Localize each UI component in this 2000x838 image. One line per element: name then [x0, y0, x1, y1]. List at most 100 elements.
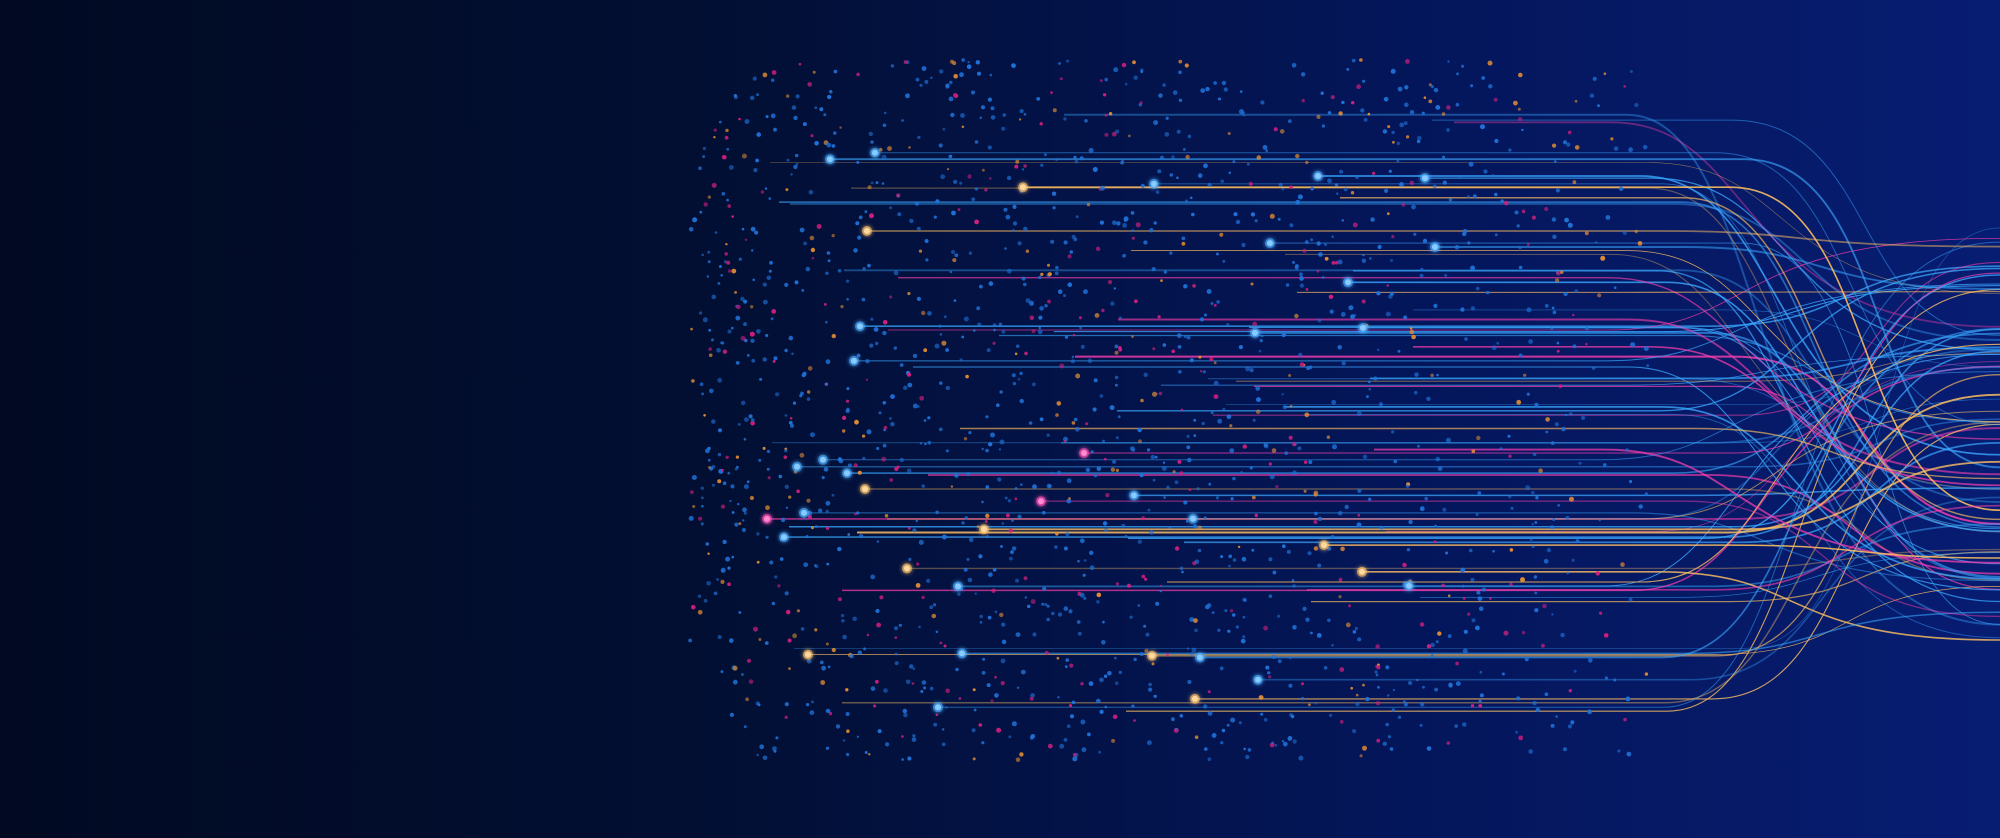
particle	[907, 291, 911, 296]
particle	[1374, 670, 1378, 674]
particle	[935, 713, 939, 717]
particle	[751, 249, 754, 252]
particle	[1462, 596, 1466, 600]
particle	[1343, 187, 1348, 192]
particle	[1634, 229, 1638, 234]
particle	[927, 440, 932, 445]
particle	[965, 374, 969, 379]
particle	[1416, 678, 1419, 682]
particle	[1534, 608, 1539, 613]
particle	[733, 95, 738, 100]
particle	[1292, 261, 1295, 264]
particle	[808, 189, 814, 195]
particle	[1190, 652, 1194, 656]
particle	[1154, 455, 1158, 459]
particle	[719, 120, 722, 124]
particle	[1131, 236, 1135, 240]
particle	[1242, 635, 1246, 639]
particle	[1099, 677, 1104, 683]
particle	[1467, 241, 1471, 245]
particle	[1151, 267, 1156, 272]
particle	[1469, 548, 1473, 553]
particle	[921, 310, 926, 316]
particle	[921, 680, 927, 685]
particle	[1058, 62, 1061, 65]
particle	[1059, 743, 1065, 749]
light-stream	[842, 421, 2000, 704]
light-stream	[1374, 448, 2000, 564]
particle	[825, 500, 831, 506]
particle	[1258, 349, 1262, 353]
particle	[1076, 620, 1081, 624]
particle	[752, 76, 757, 81]
particle	[1021, 168, 1025, 171]
particle	[707, 466, 711, 469]
particle	[1507, 434, 1511, 438]
particle	[846, 729, 850, 733]
particle	[1177, 345, 1182, 349]
particle	[1120, 160, 1124, 165]
particle	[698, 166, 702, 170]
particle	[1038, 275, 1042, 280]
particle	[846, 279, 850, 283]
particle	[717, 635, 722, 639]
particle	[856, 160, 860, 164]
particle	[770, 113, 776, 119]
particle	[1470, 306, 1475, 311]
particle	[1191, 212, 1195, 217]
particle	[986, 535, 989, 539]
particle	[744, 119, 750, 124]
particle	[1479, 670, 1483, 674]
particle	[1203, 704, 1208, 709]
particle	[831, 144, 836, 148]
particle	[925, 258, 929, 262]
particle	[1193, 618, 1198, 623]
particle	[1575, 539, 1580, 543]
particle	[1299, 362, 1305, 367]
particle	[1368, 497, 1372, 501]
particle	[853, 248, 858, 253]
particle	[1133, 657, 1137, 662]
particle	[946, 167, 950, 171]
particle	[978, 723, 983, 727]
particle	[1023, 576, 1028, 581]
particle	[1285, 283, 1290, 287]
particle	[1023, 282, 1027, 287]
particle	[1430, 373, 1434, 378]
light-stream	[1413, 309, 2000, 368]
particle	[726, 260, 731, 265]
particle	[1138, 439, 1142, 444]
particle	[862, 456, 866, 460]
particle	[1018, 118, 1022, 121]
particle	[756, 753, 759, 757]
particle	[908, 557, 912, 562]
particle	[1067, 282, 1073, 288]
particle	[1096, 592, 1102, 598]
particle	[1281, 332, 1287, 338]
particle	[1290, 714, 1295, 719]
particle	[1066, 59, 1069, 63]
particle	[1376, 291, 1381, 296]
particle	[924, 239, 929, 243]
particle	[1175, 728, 1178, 731]
particle	[1435, 640, 1439, 644]
particle	[856, 353, 861, 358]
particle	[716, 578, 719, 581]
particle	[1360, 108, 1365, 113]
particle	[867, 185, 872, 190]
particle	[1246, 162, 1250, 166]
particle	[1337, 510, 1343, 516]
particle	[740, 400, 746, 406]
particle	[1024, 596, 1028, 599]
particle	[1208, 482, 1212, 486]
particle	[1286, 549, 1291, 554]
particle	[883, 425, 888, 430]
particle	[1387, 694, 1390, 697]
particle	[1281, 393, 1284, 396]
particle	[1165, 652, 1170, 657]
light-stream	[999, 334, 2000, 423]
particle	[718, 265, 722, 268]
particle	[837, 269, 842, 273]
particle	[741, 153, 747, 159]
particle	[1019, 752, 1024, 757]
